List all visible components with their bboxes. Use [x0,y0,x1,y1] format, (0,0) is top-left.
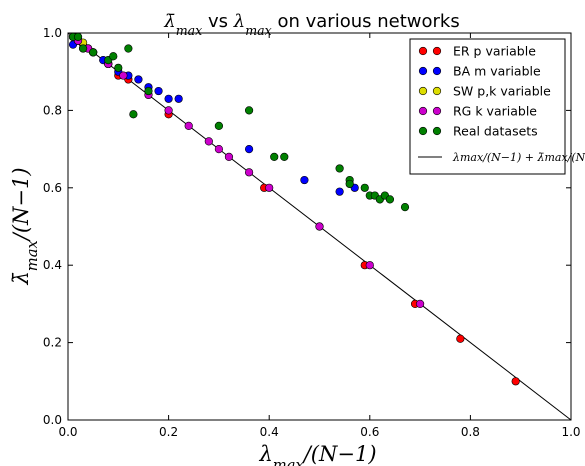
chart-title: λ̄max vs λmax on various networks [163,11,459,38]
point-real-datasets-6 [114,63,123,72]
point-rg-k-variable-11 [265,183,274,192]
point-rg-k-variable-6 [184,121,193,130]
point-real-datasets-13 [280,152,289,161]
legend-label-4: Real datasets [453,124,538,139]
point-rg-k-variable-7 [204,137,213,146]
y-tick-label-0: 0.0 [43,413,62,427]
point-real-datasets-11 [244,106,254,115]
axes-frame [67,32,572,421]
legend-label-0: ER p variable [453,44,536,59]
point-real-datasets-12 [270,152,279,161]
point-ba-m-variable-8 [134,75,143,84]
point-real-datasets-5 [109,52,118,61]
point-real-datasets-16 [345,179,354,189]
point-rg-k-variable-14 [416,299,425,309]
y-tick-label-2: 0.4 [43,258,62,272]
x-tick-label-3: 0.6 [360,425,379,439]
point-er-p-variable-13 [456,334,465,343]
point-ba-m-variable-11 [164,94,173,103]
point-real-datasets-23 [400,203,410,212]
legend-marker-right-1 [432,66,442,76]
legend-label-3: RG k variable [453,104,537,119]
legend-marker-right-0 [432,46,442,56]
point-ba-m-variable-15 [335,187,344,196]
point-er-p-variable-14 [511,377,520,386]
legend-label-reference: λmax/(N−1) + λ̄max/(N−1) = 1 [452,151,585,164]
point-rg-k-variable-10 [244,168,254,177]
legend-label-2: SW p,k variable [453,84,551,99]
point-rg-k-variable-5 [164,106,173,115]
legend: ER p variable BA m variable SW p,k variabl… [409,38,585,175]
point-ba-m-variable-14 [300,175,309,185]
legend-marker-right-2 [432,86,442,96]
legend-marker-left-1 [418,66,428,76]
plot-area: 0.0 0.2 0.4 0.6 0.8 1.0 0.0 0.2 0.4 0.6 0.8 1.0 [43,26,581,439]
legend-box [409,38,566,175]
legend-label-1: BA m variable [453,64,541,79]
point-real-datasets-9 [144,86,153,96]
point-real-datasets-17 [360,183,369,192]
point-real-datasets-8 [129,110,138,119]
point-ba-m-variable-13 [244,145,254,154]
point-real-datasets-14 [335,164,344,173]
y-tick-label-3: 0.6 [43,181,62,195]
x-tick-label-5: 1.0 [561,425,580,439]
point-ba-m-variable-10 [154,86,163,96]
legend-marker-left-3 [418,106,428,116]
legend-marker-right-3 [432,106,442,116]
x-tick-label-1: 0.2 [159,425,178,439]
x-axis-label: λmax/(N−1) [258,442,376,466]
legend-marker-left-0 [418,46,428,56]
point-rg-k-variable-13 [365,261,374,270]
legend-marker-left-4 [418,126,428,136]
x-tick-label-4: 0.8 [461,425,480,439]
y-tick-label-5: 1.0 [43,26,62,40]
y-axis-label: λ̄max/(N−1) [9,167,41,285]
point-real-datasets-2 [78,44,88,53]
point-real-datasets-22 [385,195,395,204]
point-real-datasets-3 [89,48,98,57]
legend-marker-right-4 [432,126,442,136]
y-tick-label-4: 0.8 [43,103,62,117]
point-real-datasets-1 [73,33,83,41]
legend-marker-left-2 [418,86,428,96]
point-real-datasets-10 [214,121,223,130]
point-rg-k-variable-12 [315,222,324,231]
x-tick-label-2: 0.4 [260,425,279,439]
x-tick-label-0: 0.0 [58,425,77,439]
point-real-datasets-7 [124,44,133,53]
data-points [68,33,520,386]
point-ba-m-variable-12 [174,94,183,103]
point-rg-k-variable-9 [224,152,234,161]
point-rg-k-variable-8 [214,145,223,154]
y-tick-label-1: 0.2 [43,336,62,350]
point-rg-k-variable-3 [119,71,128,80]
